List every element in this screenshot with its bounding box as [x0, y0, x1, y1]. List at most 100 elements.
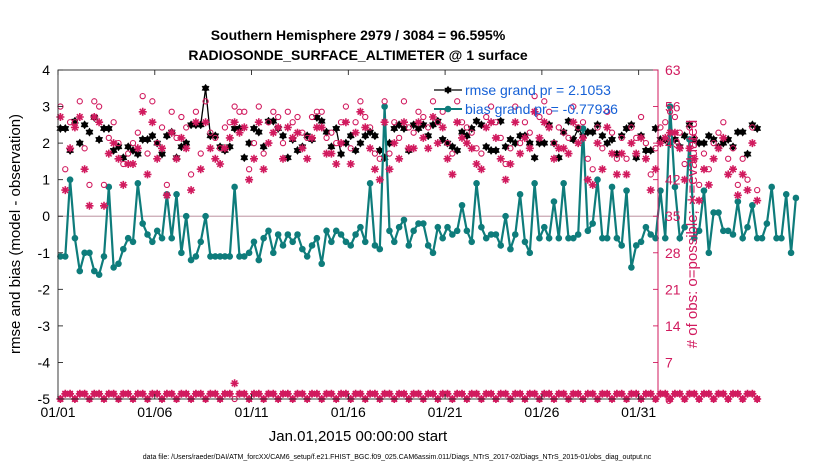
- count-evaluated-point: [482, 123, 491, 132]
- count-evaluated-point: [516, 149, 525, 158]
- rmse-point: [651, 123, 660, 134]
- count-evaluated-point: [351, 389, 360, 398]
- count-evaluated-point: [235, 389, 244, 398]
- count-evaluated-point: [670, 389, 679, 398]
- bias-point: [574, 231, 582, 238]
- count-evaluated-point: [254, 389, 263, 398]
- bias-point: [71, 234, 79, 242]
- count-evaluated-point: [675, 389, 684, 398]
- bias-point: [294, 231, 301, 238]
- count-evaluated-point: [211, 389, 220, 398]
- count-possible-point: [342, 103, 350, 110]
- rmse-point: [496, 116, 505, 126]
- count-evaluated-point: [375, 175, 384, 184]
- count-evaluated-point: [569, 389, 578, 398]
- count-evaluated-point: [56, 113, 65, 121]
- bias-point: [323, 227, 330, 235]
- count-evaluated-point: [283, 389, 292, 398]
- count-evaluated-point: [187, 186, 196, 195]
- y-right-tick-label: 7: [665, 354, 673, 370]
- count-evaluated-point: [370, 389, 379, 398]
- count-evaluated-point: [133, 144, 142, 153]
- rmse-point: [85, 127, 94, 137]
- bias-point: [299, 245, 306, 253]
- count-possible-point: [681, 160, 688, 168]
- count-evaluated-point: [545, 389, 554, 398]
- count-possible-point: [608, 129, 616, 136]
- count-evaluated-point: [201, 118, 210, 127]
- bias-point: [289, 238, 296, 246]
- count-evaluated-point: [743, 389, 752, 398]
- count-possible-point: [105, 134, 112, 142]
- bias-point: [134, 180, 142, 187]
- count-evaluated-point: [612, 389, 621, 398]
- count-evaluated-point: [429, 113, 437, 121]
- count-evaluated-point: [264, 139, 273, 148]
- count-possible-point: [599, 145, 606, 152]
- count-evaluated-point: [400, 389, 408, 398]
- count-evaluated-point: [177, 133, 186, 142]
- count-evaluated-point: [167, 128, 176, 137]
- count-evaluated-point: [525, 144, 534, 153]
- count-possible-point: [604, 108, 611, 115]
- bias-point: [274, 231, 282, 238]
- count-possible-point: [594, 124, 601, 131]
- count-evaluated-point: [574, 139, 583, 148]
- count-possible-point: [628, 124, 635, 131]
- bias-point: [216, 253, 224, 260]
- count-evaluated-point: [100, 201, 108, 210]
- count-possible-point: [125, 150, 132, 157]
- bias-point: [628, 264, 635, 271]
- count-possible-point: [371, 150, 379, 157]
- bias-point: [207, 253, 214, 260]
- count-possible-point: [444, 139, 451, 147]
- count-evaluated-point: [656, 389, 665, 398]
- y-tick-label: 3: [42, 99, 50, 115]
- rmse-point: [608, 134, 617, 145]
- count-possible-point: [362, 113, 369, 121]
- count-evaluated-point: [627, 139, 636, 148]
- bias-point: [168, 234, 176, 242]
- bias-point: [303, 253, 311, 260]
- count-possible-point: [86, 181, 93, 189]
- x-tick-label: 01/16: [331, 404, 366, 420]
- legend-marker-bias: [444, 105, 452, 113]
- count-evaluated-point: [153, 389, 162, 398]
- count-possible-point: [410, 129, 417, 136]
- count-possible-point: [550, 139, 558, 147]
- data-file-footer: data file: /Users/raeder/DAI/ATM_forcXX/…: [143, 454, 652, 461]
- count-evaluated-point: [622, 170, 631, 179]
- count-possible-point: [734, 181, 741, 189]
- bias-point: [724, 227, 732, 235]
- y-right-tick-label: 63: [665, 62, 681, 78]
- bias-point: [599, 234, 606, 242]
- count-evaluated-point: [714, 389, 723, 398]
- count-possible-point: [139, 92, 146, 100]
- count-evaluated-point: [322, 389, 331, 398]
- y-tick-label: -1: [38, 245, 51, 261]
- count-evaluated-point: [332, 160, 341, 168]
- count-evaluated-point: [714, 144, 723, 153]
- bias-point: [221, 253, 229, 260]
- count-evaluated-point: [279, 154, 287, 163]
- count-possible-point: [575, 124, 582, 131]
- bias-point: [202, 212, 209, 220]
- count-possible-point: [570, 103, 577, 110]
- bias-point: [482, 234, 490, 242]
- count-possible-point: [81, 145, 88, 152]
- count-evaluated-point: [641, 389, 650, 398]
- count-possible-point: [623, 155, 630, 162]
- rmse-point: [491, 145, 500, 155]
- bias-point: [690, 234, 698, 242]
- count-evaluated-point: [66, 144, 75, 153]
- count-evaluated-point: [574, 389, 583, 398]
- x-axis-label: Jan.01,2015 00:00:00 start: [269, 428, 448, 445]
- count-possible-point: [405, 124, 412, 131]
- count-evaluated-point: [680, 395, 689, 403]
- chart-subtitle: RADIOSONDE_SURFACE_ALTIMETER @ 1 surface: [188, 47, 528, 63]
- bias-point: [671, 183, 679, 191]
- count-evaluated-point: [506, 160, 515, 168]
- bias-point: [328, 238, 335, 246]
- bias-point: [511, 231, 519, 238]
